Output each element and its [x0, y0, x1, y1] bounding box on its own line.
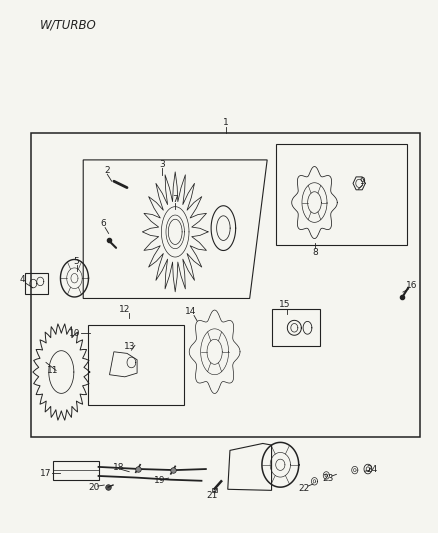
Bar: [276, 144, 407, 245]
Text: 24: 24: [367, 465, 378, 473]
Text: 1: 1: [223, 118, 229, 127]
Text: 2: 2: [105, 166, 110, 175]
Text: 18: 18: [113, 464, 124, 472]
Bar: [272, 309, 320, 346]
Text: 9: 9: [360, 177, 366, 185]
Bar: [212, 488, 217, 492]
Bar: [53, 461, 99, 480]
Text: 3: 3: [159, 160, 165, 168]
Text: 5: 5: [74, 257, 80, 265]
Text: 4: 4: [20, 276, 25, 284]
Bar: [88, 325, 184, 405]
Text: 20: 20: [88, 483, 100, 492]
Text: 14: 14: [185, 308, 196, 316]
Text: 12: 12: [119, 305, 131, 313]
Text: W/TURBO: W/TURBO: [39, 19, 96, 31]
Text: 23: 23: [323, 474, 334, 482]
Text: 16: 16: [406, 281, 417, 289]
Text: 7: 7: [172, 195, 178, 204]
Text: 10: 10: [69, 329, 80, 337]
Bar: [31, 133, 420, 437]
Bar: [25, 273, 48, 294]
Text: 11: 11: [47, 366, 58, 375]
Text: 22: 22: [299, 484, 310, 493]
Text: 6: 6: [100, 220, 106, 228]
Text: 15: 15: [279, 301, 290, 309]
Text: 21: 21: [207, 491, 218, 500]
Text: 19: 19: [154, 477, 166, 485]
Text: 8: 8: [312, 248, 318, 256]
Text: 17: 17: [40, 469, 52, 478]
Text: 13: 13: [124, 342, 135, 351]
